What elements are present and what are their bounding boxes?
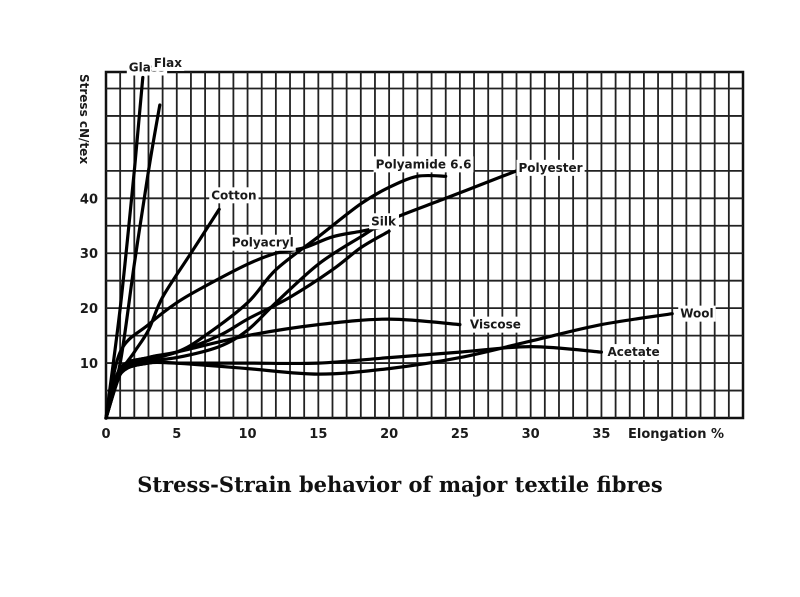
series-label-background bbox=[151, 54, 185, 71]
series-line-glass bbox=[104, 75, 145, 420]
y-tick-label: 30 bbox=[80, 247, 98, 262]
y-tick-label: 20 bbox=[80, 302, 98, 317]
x-tick-label: 20 bbox=[380, 427, 398, 442]
series-label-background bbox=[516, 159, 585, 176]
x-tick-label: 30 bbox=[522, 427, 540, 442]
series-label-background bbox=[678, 305, 716, 322]
series-label-background bbox=[373, 156, 474, 173]
x-tick-label: 10 bbox=[239, 427, 257, 442]
figure-caption: Stress-Strain behavior of major textile … bbox=[137, 472, 663, 497]
y-tick-label: 10 bbox=[80, 357, 98, 372]
series-label-background bbox=[229, 234, 296, 251]
series-line-wool bbox=[104, 312, 674, 420]
series-label-wool: Wool bbox=[680, 307, 713, 321]
plot-frame bbox=[104, 70, 745, 420]
x-tick-label: 0 bbox=[101, 427, 110, 442]
series-label-background bbox=[369, 213, 399, 230]
series-label-background bbox=[605, 344, 662, 361]
y-axis-label: Stress cN/tex bbox=[77, 74, 91, 164]
series-label-silk: Silk bbox=[371, 214, 397, 228]
x-tick-label: 25 bbox=[451, 427, 469, 442]
x-axis-label: Elongation % bbox=[628, 427, 724, 442]
series-label-acetate: Acetate bbox=[607, 345, 659, 359]
series-line-viscose bbox=[104, 317, 462, 420]
series-label-viscose: Viscose bbox=[470, 318, 521, 332]
y-tick-label: 40 bbox=[80, 192, 98, 207]
series-label-background bbox=[209, 187, 259, 204]
series-label-cotton: Cotton bbox=[211, 188, 256, 202]
series-label-polyacryl: Polyacryl bbox=[232, 236, 294, 250]
x-tick-label: 15 bbox=[309, 427, 327, 442]
x-tick-label: 5 bbox=[172, 427, 181, 442]
series-line-polyester bbox=[104, 169, 519, 420]
series-label-polyester: Polyester bbox=[519, 161, 583, 175]
series-label-polyamide-6-6: Polyamide 6.6 bbox=[376, 157, 472, 171]
axes: 0 5 10 15 20 25 30 35 10 20 30 40 bbox=[80, 192, 611, 442]
series-lines bbox=[104, 75, 674, 420]
series-line-polyacryl bbox=[104, 224, 391, 420]
series-label-background bbox=[467, 316, 523, 333]
series-label-flax: Flax bbox=[154, 56, 182, 70]
x-tick-label: 35 bbox=[592, 427, 610, 442]
